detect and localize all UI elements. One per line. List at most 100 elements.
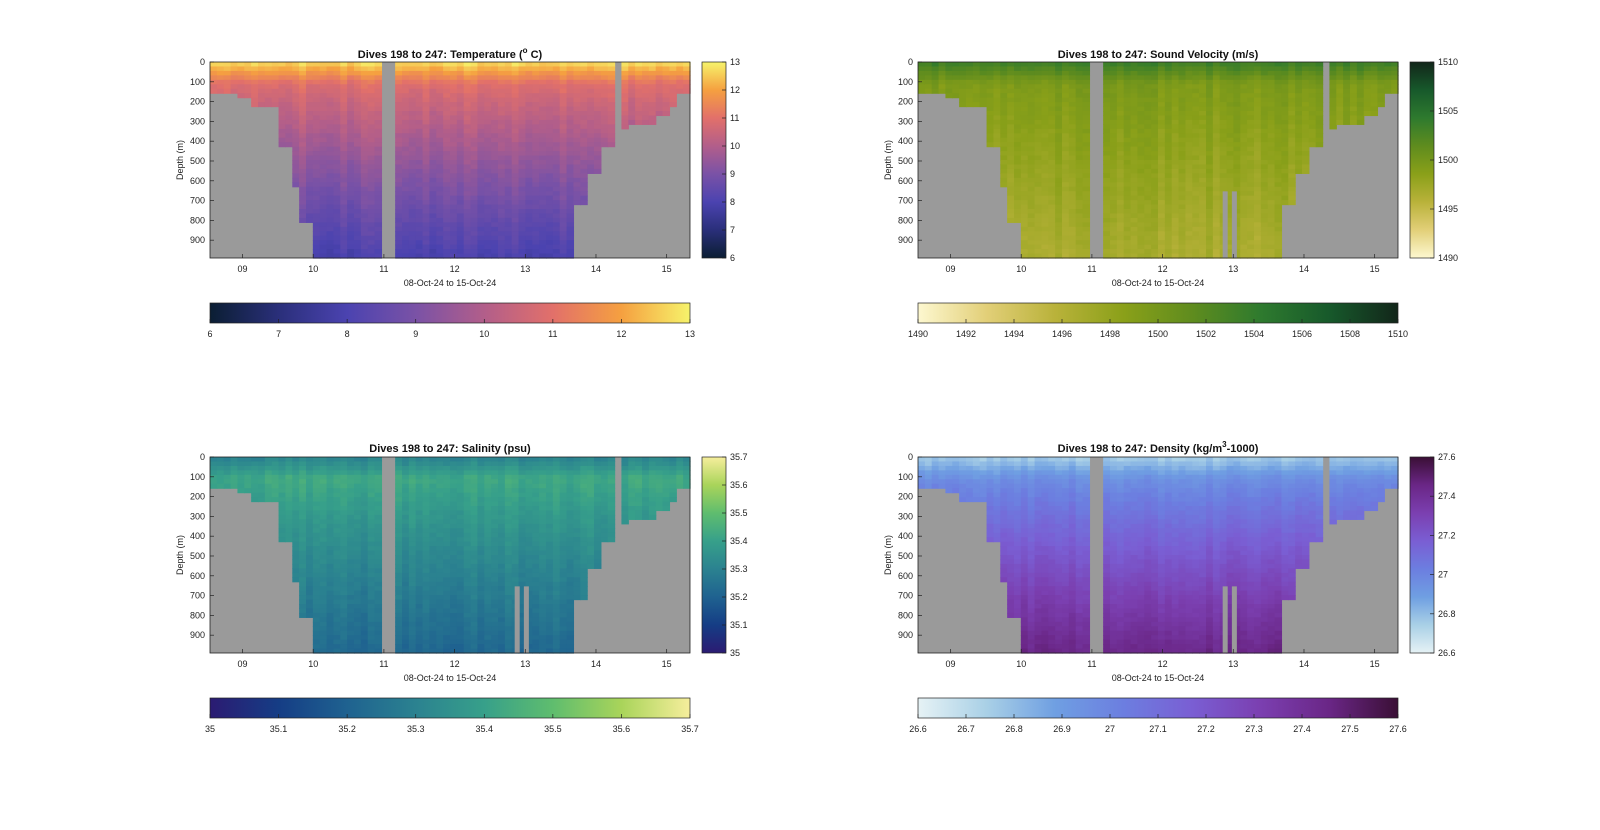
section-cell [491, 106, 499, 112]
section-cell [395, 119, 403, 125]
section-cell [333, 630, 341, 636]
section-cell [360, 182, 369, 188]
section-cell [333, 106, 341, 112]
section-cell [1212, 168, 1221, 174]
section-cell [1302, 88, 1310, 94]
section-cell [1363, 97, 1372, 103]
section-cell [532, 146, 540, 152]
section-cell [648, 93, 657, 99]
section-cell [340, 604, 348, 610]
section-cell [456, 209, 465, 215]
section-cell [1000, 146, 1008, 152]
section-cell [1185, 115, 1193, 121]
section-cell [450, 217, 458, 223]
section-cell [306, 146, 314, 152]
section-cell [278, 532, 287, 538]
section-cell [1103, 173, 1111, 179]
section-cell [470, 191, 479, 197]
section-cell [429, 231, 437, 237]
section-cell [511, 160, 520, 166]
section-cell [312, 514, 321, 520]
section-cell [1123, 200, 1132, 206]
section-cell [559, 195, 568, 201]
section-cell [312, 186, 321, 192]
section-cell [1219, 124, 1228, 130]
section-cell [1034, 240, 1043, 246]
section-cell [1178, 146, 1187, 152]
section-cell [1192, 119, 1200, 125]
section-cell [271, 461, 280, 467]
section-cell [1212, 151, 1221, 157]
section-cell [237, 75, 245, 81]
section-cell [518, 222, 527, 228]
section-cell [354, 563, 362, 569]
section-cell [1151, 213, 1159, 219]
section-cell [1055, 164, 1063, 170]
section-cell [395, 479, 403, 485]
section-cell [306, 541, 314, 547]
section-cell [1185, 111, 1193, 117]
section-cell [360, 102, 369, 108]
section-cell [326, 209, 335, 215]
section-cell [360, 635, 369, 641]
section-cell [559, 84, 568, 90]
section-cell [511, 62, 520, 68]
section-cell [504, 111, 513, 117]
section-cell [580, 124, 588, 130]
section-cell [360, 532, 369, 538]
section-cell [374, 590, 383, 596]
section-cell [347, 497, 355, 503]
section-cell [1158, 88, 1166, 94]
section-cell [299, 555, 307, 561]
section-cell [525, 253, 533, 259]
section-cell [484, 146, 492, 152]
section-cell [993, 137, 1001, 143]
section-cell [319, 537, 328, 543]
section-cell [340, 142, 348, 148]
section-cell [271, 465, 280, 471]
section-cell [340, 608, 348, 614]
section-cell [1178, 164, 1187, 170]
section-cell [1137, 102, 1145, 108]
section-cell [1206, 235, 1214, 241]
section-cell [456, 177, 465, 183]
section-cell [1123, 226, 1132, 232]
section-cell [354, 595, 362, 601]
section-cell [1041, 249, 1049, 255]
section-cell [347, 568, 355, 574]
section-cell [326, 177, 335, 183]
section-cell [1137, 209, 1145, 215]
colorbar-tick-label: 1510 [1438, 57, 1458, 67]
section-cell [1267, 142, 1276, 148]
section-cell [924, 88, 933, 94]
section-cell [1233, 231, 1241, 237]
section-cell [299, 479, 307, 485]
section-cell [979, 88, 988, 94]
section-cell [1055, 128, 1063, 134]
section-cell [498, 79, 506, 85]
section-cell [1199, 240, 1207, 246]
section-cell [1343, 106, 1351, 112]
section-cell [470, 226, 479, 232]
section-cell [258, 70, 266, 76]
section-cell [546, 106, 554, 112]
colorbar-tick-label: 10 [479, 329, 489, 339]
section-cell [1233, 106, 1241, 112]
section-cell [312, 510, 321, 516]
section-cell [539, 115, 547, 121]
section-cell [456, 66, 465, 72]
section-cell [539, 137, 547, 143]
section-cell [292, 555, 300, 561]
section-cell [456, 142, 465, 148]
section-cell [628, 115, 636, 121]
section-cell [491, 97, 499, 103]
section-cell [470, 128, 479, 134]
section-cell [463, 240, 472, 246]
section-cell [1158, 119, 1166, 125]
section-cell [1151, 177, 1159, 183]
section-cell [587, 133, 595, 139]
section-cell [566, 191, 575, 197]
section-cell [1027, 102, 1036, 108]
section-cell [683, 79, 691, 85]
section-cell [1164, 244, 1173, 250]
